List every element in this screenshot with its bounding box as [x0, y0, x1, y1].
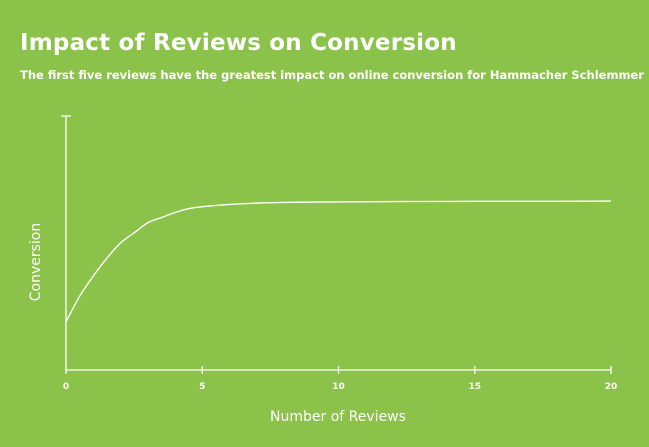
page-subtitle: The first five reviews have the greatest… — [20, 68, 644, 82]
x-tick-label: 15 — [468, 382, 481, 392]
chart-series — [65, 200, 612, 323]
y-axis-title: Conversion — [28, 223, 44, 302]
chart-axes — [61, 115, 611, 371]
conversion-curve — [65, 200, 612, 323]
x-tick-label: 20 — [605, 382, 618, 392]
page-title: Impact of Reviews on Conversion — [20, 30, 457, 56]
x-axis-ticks: 0 5 10 15 20 — [63, 366, 617, 392]
x-tick-label: 10 — [332, 382, 345, 392]
x-tick-label: 0 — [63, 382, 69, 392]
x-axis-title: Number of Reviews — [270, 409, 406, 425]
x-tick-label: 5 — [199, 382, 205, 392]
